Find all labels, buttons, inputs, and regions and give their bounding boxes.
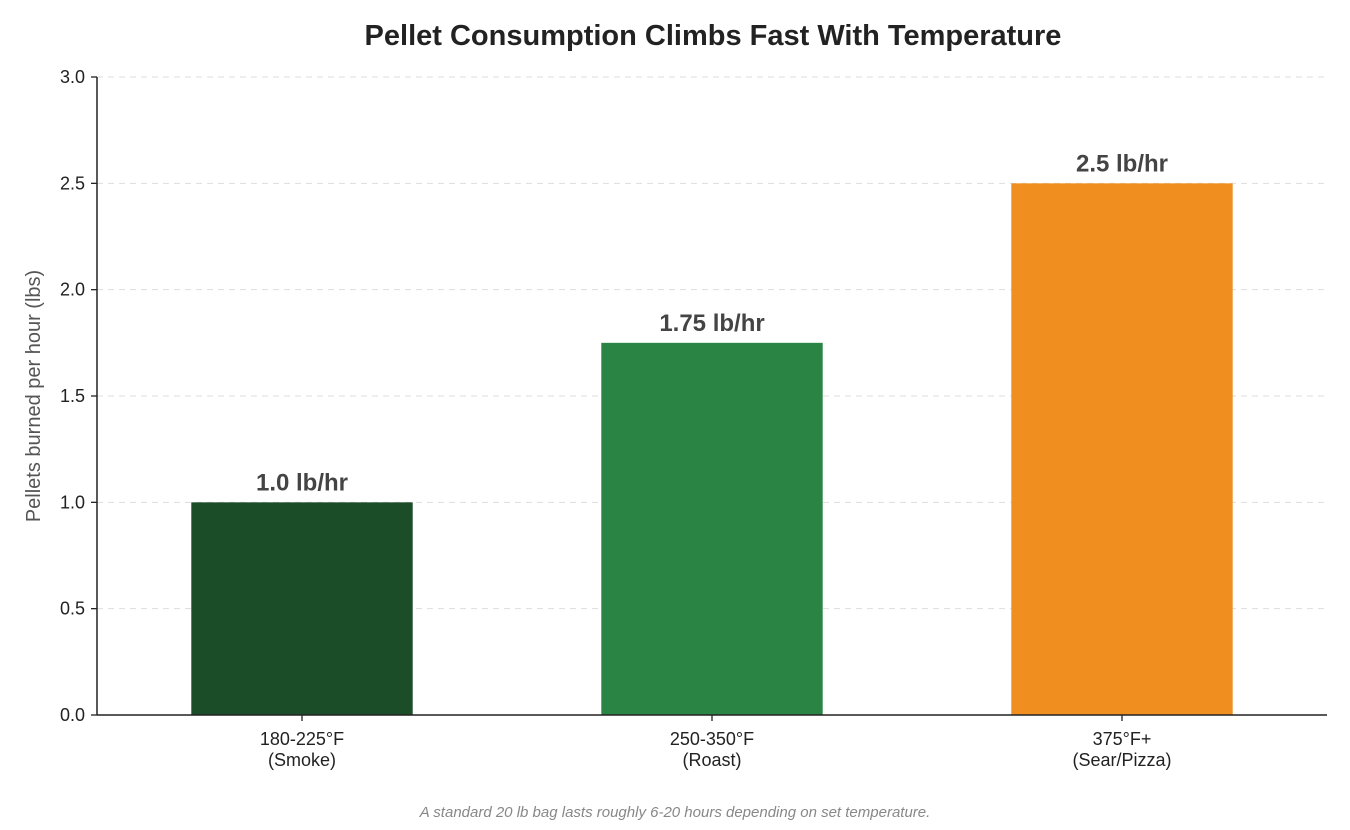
x-tick-label: (Sear/Pizza) xyxy=(1072,750,1171,770)
y-tick-label: 1.5 xyxy=(60,386,85,406)
y-tick-label: 2.5 xyxy=(60,173,85,193)
y-tick-label: 2.0 xyxy=(60,280,85,300)
y-axis-label: Pellets burned per hour (lbs) xyxy=(23,270,45,522)
bar xyxy=(601,342,823,715)
y-tick-label: 3.0 xyxy=(60,67,85,87)
bar-value-label: 1.0 lb/hr xyxy=(256,469,348,496)
bar-value-label: 2.5 lb/hr xyxy=(1076,150,1168,177)
x-tick-label: 375°F+ xyxy=(1093,729,1152,749)
y-tick-label: 0.5 xyxy=(60,599,85,619)
bars xyxy=(191,183,1233,716)
x-tick-label: 250-350°F xyxy=(670,729,754,749)
chart-title: Pellet Consumption Climbs Fast With Temp… xyxy=(365,20,1062,52)
y-tick-label: 1.0 xyxy=(60,492,85,512)
bar xyxy=(191,502,413,715)
axes: 0.0 0.5 1.0 1.5 2.0 2.5 3.0 180-225°F(Smoke) 250… xyxy=(60,67,1327,770)
chart-footnote: A standard 20 lb bag lasts roughly 6-20 … xyxy=(419,804,931,821)
data-labels: 1.0 lb/hr 1.75 lb/hr 2.5 lb/hr xyxy=(256,150,1168,496)
x-tick-label: 180-225°F xyxy=(260,729,344,749)
bar-value-label: 1.75 lb/hr xyxy=(659,310,764,337)
bar xyxy=(1011,183,1233,716)
y-tick-label: 0.0 xyxy=(60,705,85,725)
x-tick-label: (Smoke) xyxy=(268,750,336,770)
x-tick-label: (Roast) xyxy=(682,750,741,770)
